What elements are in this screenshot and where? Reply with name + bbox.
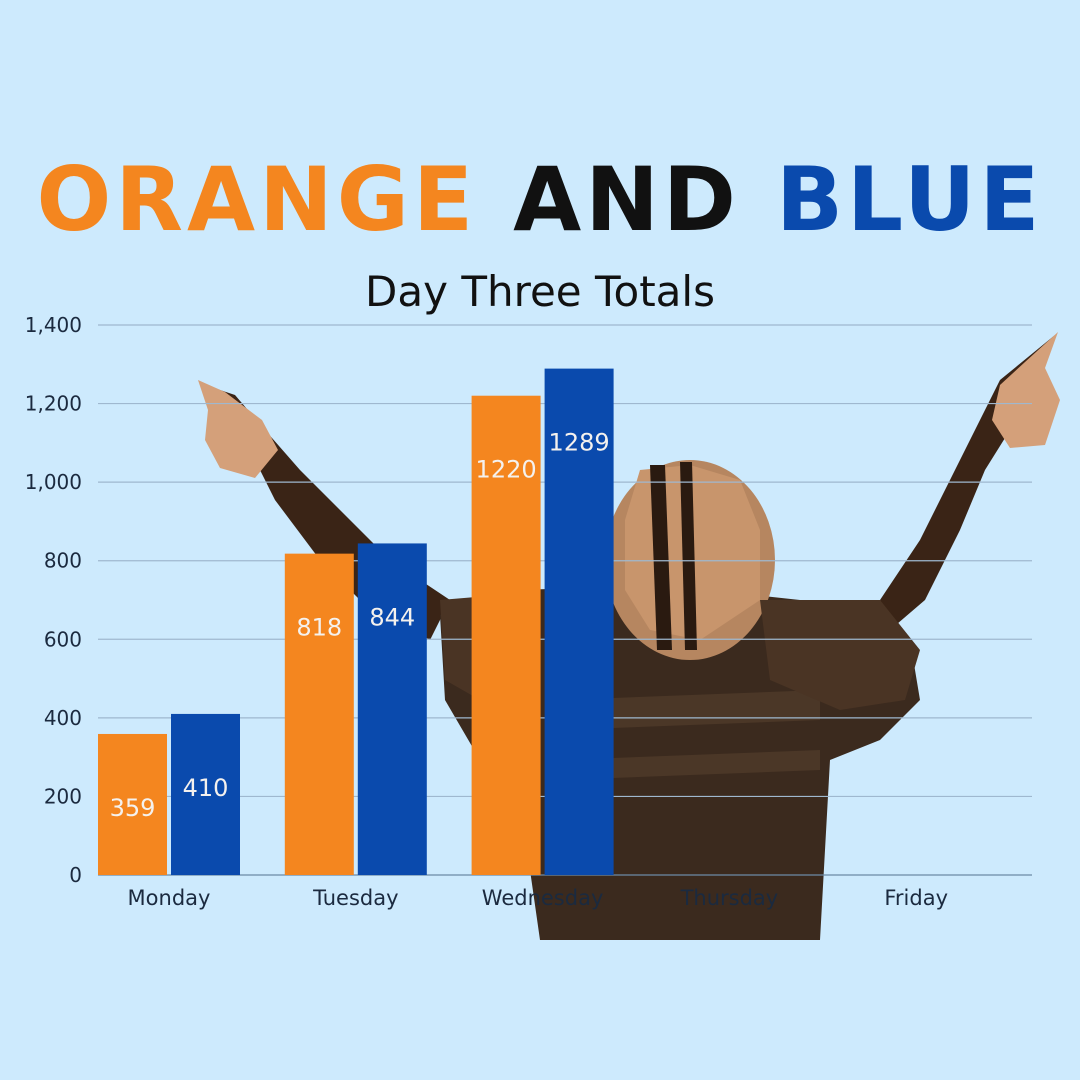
y-tick-label: 1,000 [25,470,82,494]
data-label: 1220 [476,456,537,484]
y-tick-label: 800 [44,549,82,573]
title-word-blue: BLUE [775,148,1044,251]
y-tick-label: 200 [44,784,82,808]
bar [357,543,427,875]
bars [98,368,614,875]
data-label: 359 [110,794,156,822]
chart-title: ORANGE AND BLUE [0,150,1080,250]
data-label: 818 [296,614,342,642]
x-tick-label: Wednesday [482,886,604,910]
title-word-orange: ORANGE [36,148,478,251]
data-label: 410 [183,774,229,802]
x-tick-label: Thursday [680,886,779,910]
x-tick-label: Monday [128,886,211,910]
y-tick-label: 1,200 [25,392,82,416]
bar [471,395,541,875]
bar [284,553,354,875]
title-word-and: AND [513,148,740,251]
x-tick-label: Tuesday [312,886,398,910]
data-label: 1289 [549,429,610,457]
y-axis: 0 200 400 600 800 1,000 1,200 1,400 [25,313,82,887]
value-labels: 359 410 818 844 1220 1289 [110,429,610,822]
data-label: 844 [369,603,415,631]
x-axis: Monday Tuesday Wednesday Thursday Friday [128,886,948,910]
x-tick-label: Friday [884,886,948,910]
y-tick-label: 400 [44,706,82,730]
y-tick-label: 600 [44,627,82,651]
bar [544,368,614,875]
bar [171,713,240,875]
y-tick-label: 0 [69,863,82,887]
chart-subtitle: Day Three Totals [365,267,715,316]
y-tick-label: 1,400 [25,313,82,337]
bar [98,733,167,875]
